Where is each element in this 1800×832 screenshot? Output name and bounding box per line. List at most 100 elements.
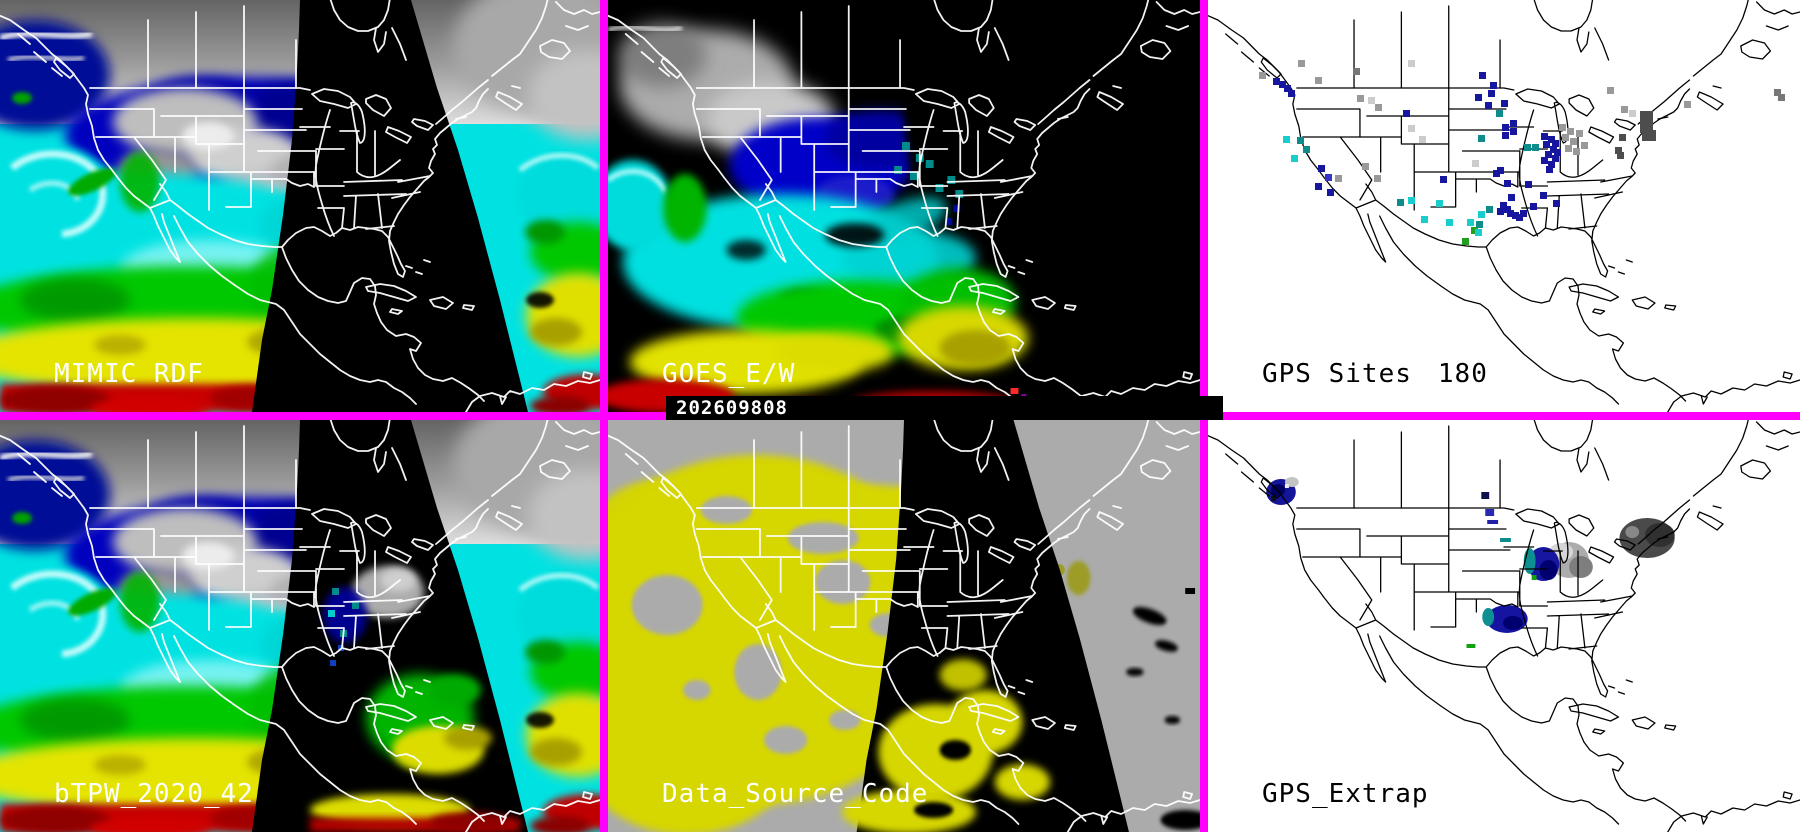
gps-site-dot [1607,87,1614,94]
gps-site-dot [1530,203,1537,210]
panel-data-source-code: Data_Source_Code [608,420,1200,832]
gps-site-dot [1357,95,1364,102]
gps-site-dot [1279,81,1286,88]
mimic-rdf-image [0,0,600,412]
gps-site-dot [1472,160,1479,167]
gps-site-dot [1479,72,1486,79]
gps-site-dot [1436,200,1443,207]
gps-site-dot [1501,100,1508,107]
gps-sites-dots [1208,0,1800,412]
gps-site-dot [1283,136,1290,143]
gps-site-dot [1554,149,1561,156]
gps-site-dot [1619,134,1626,141]
gps-site-dot [1502,124,1509,131]
gps-sites-label-text: GPS Sites [1262,359,1412,389]
gps-site-dot [1397,199,1404,206]
gps-site-dot [1273,78,1280,85]
gps-site-dot [1291,155,1298,162]
panel-btpw: bTPW_2020_42 [0,420,600,832]
gps-site-dot [1567,128,1574,135]
gps-site-dot [1497,208,1504,215]
gps-site-dot [1516,214,1523,221]
gps-site-dot [1552,140,1559,147]
panel-goes-ew: GOES_E/W [608,0,1200,412]
gps-site-dot [1548,136,1555,143]
gps-site-dot [1490,82,1497,89]
gps-site-dot [1375,104,1382,111]
panel-label-gps-sites: GPS Sites 180 [1262,360,1488,388]
gps-site-dot [1488,90,1495,97]
gps-shaded-region [1642,130,1656,141]
gps-shaded-region [1640,111,1653,133]
gps-site-dot [1504,206,1511,213]
gps-site-dot [1500,202,1507,209]
gps-site-dot [1476,221,1483,228]
gps-site-dot [1478,211,1485,218]
swath-black-holes [913,588,1200,830]
gps-site-dot [1621,106,1628,113]
gps-site-dot [1502,132,1509,139]
panel-label-data-source-code: Data_Source_Code [662,779,929,809]
gps-site-dot [1552,155,1559,162]
gps-site-dot [1259,72,1266,79]
gps-site-dot [1327,189,1334,196]
gps-site-dot [1325,174,1332,181]
gps-site-dot [1288,90,1295,97]
gps-site-dot [1510,128,1517,135]
panel-gps-extrap: GPS_Extrap [1208,420,1800,832]
gps-site-dot [1475,229,1482,236]
gps-site-dot [1504,180,1511,187]
gps-site-dot [1462,238,1469,245]
gps-site-dot [1565,145,1572,152]
gps-site-dot [1562,134,1569,141]
gps-site-dot [1541,157,1548,164]
gps-site-dot [1471,227,1478,234]
gps-site-dot [1315,77,1322,84]
gps-site-dot [1774,89,1781,96]
gps-site-dot [1467,219,1474,226]
gps-site-dot [1615,147,1622,154]
gps-extrap-blobs [1266,477,1675,648]
timestamp-bar: 202609808 [666,396,1223,420]
panel-label-mimic-rdf: MIMIC RDF [54,359,204,389]
panel-label-btpw: bTPW_2020_42 [54,779,254,809]
panel-label-goes-ew: GOES_E/W [662,359,796,389]
btpw-image [0,420,600,832]
gps-site-dot [1546,166,1553,173]
gps-site-dot [1545,151,1552,158]
gps-site-dot [1520,210,1527,217]
gps-site-dot [1548,161,1555,168]
gps-site-dot [1778,94,1785,101]
gps-site-dot [1353,68,1360,75]
gps-site-dot [1573,148,1580,155]
gps-site-dot [1559,124,1566,131]
gps-site-dot [1512,212,1519,219]
gps-site-dot [1532,144,1539,151]
gps-site-dot [1475,94,1482,101]
gps-site-dot [1541,133,1548,140]
panel-mimic-rdf: MIMIC RDF [0,0,600,412]
gps-site-dot [1446,219,1453,226]
gps-site-dot [1581,142,1588,149]
gps-site-dot [1629,110,1636,117]
gps-site-dot [1485,102,1492,109]
gps-site-dot [1524,144,1531,151]
gps-site-dot [1684,101,1691,108]
gps-site-dot [1508,194,1515,201]
gps-site-dot [1525,181,1532,188]
gps-site-dot [1297,137,1304,144]
gps-site-dot [1284,85,1291,92]
gps-site-dot [1540,192,1547,199]
gps-site-dot [1408,125,1415,132]
gps-site-dot [1486,206,1493,213]
gps-site-dot [1315,183,1322,190]
data-source-code-image [608,420,1200,832]
panel-gps-sites: GPS Sites 180 [1208,0,1800,412]
gps-site-dot [1553,200,1560,207]
gps-site-dot [1303,146,1310,153]
goes-moisture-field [608,23,1029,412]
gps-site-dot [1318,165,1325,172]
swath-yellow-intrusions [841,659,1051,832]
gps-site-dot [1419,136,1426,143]
